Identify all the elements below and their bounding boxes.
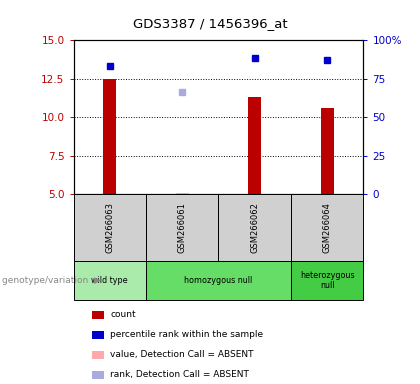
Text: GSM266062: GSM266062: [250, 202, 259, 253]
Text: heterozygous
null: heterozygous null: [300, 271, 354, 290]
Text: wild type: wild type: [92, 276, 128, 285]
Text: genotype/variation  ▶: genotype/variation ▶: [2, 276, 101, 285]
Bar: [176, 193, 189, 194]
Text: GSM266061: GSM266061: [178, 202, 186, 253]
Text: count: count: [110, 310, 136, 319]
Text: rank, Detection Call = ABSENT: rank, Detection Call = ABSENT: [110, 370, 249, 379]
Text: GSM266063: GSM266063: [105, 202, 114, 253]
Text: homozygous null: homozygous null: [184, 276, 252, 285]
Bar: [320, 108, 333, 194]
Text: percentile rank within the sample: percentile rank within the sample: [110, 330, 264, 339]
Bar: [248, 97, 261, 194]
Text: value, Detection Call = ABSENT: value, Detection Call = ABSENT: [110, 350, 254, 359]
Text: GDS3387 / 1456396_at: GDS3387 / 1456396_at: [133, 17, 287, 30]
Text: GSM266064: GSM266064: [323, 202, 331, 253]
Bar: [103, 79, 116, 194]
